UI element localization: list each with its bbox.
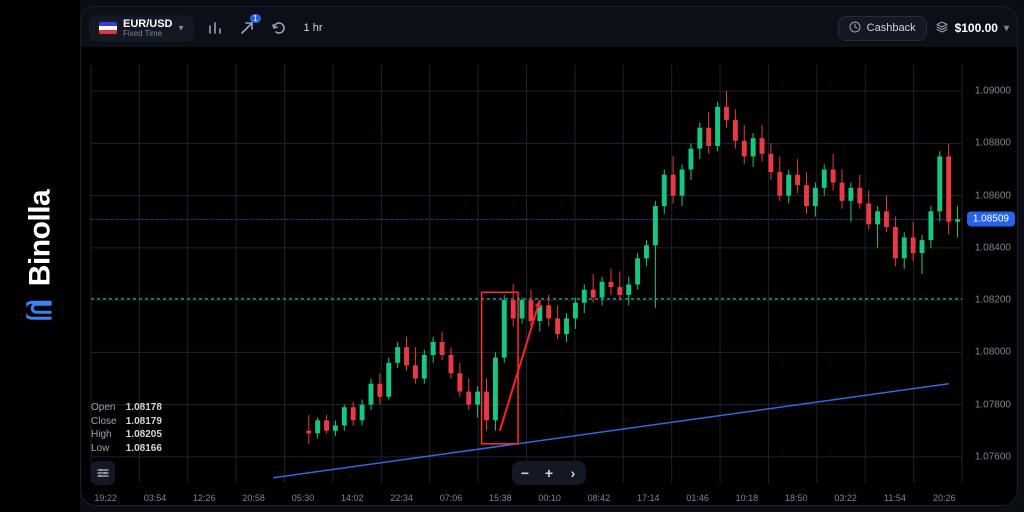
x-tick-label: 15:38 xyxy=(476,493,525,503)
balance-display[interactable]: $100.00 ▾ xyxy=(935,20,1009,37)
x-tick-label: 12:26 xyxy=(180,493,229,503)
layers-icon xyxy=(935,20,949,37)
y-tick-label: 1.07800 xyxy=(975,399,1011,410)
ohlc-readout: Open 1.08178 Close 1.08179 High 1.08205 … xyxy=(91,401,162,455)
refresh-icon[interactable] xyxy=(268,17,290,39)
balance-value: $100.00 xyxy=(955,21,998,35)
x-tick-label: 03:54 xyxy=(130,493,179,503)
x-tick-label: 01:46 xyxy=(673,493,722,503)
y-tick-label: 1.07600 xyxy=(975,451,1011,462)
x-tick-label: 14:02 xyxy=(328,493,377,503)
y-tick-label: 1.08200 xyxy=(975,295,1011,306)
current-price-tag: 1.08509 xyxy=(967,212,1015,227)
zoom-controls: − + › xyxy=(512,461,586,485)
zoom-out-button[interactable]: − xyxy=(515,464,535,482)
x-tick-label: 22:34 xyxy=(377,493,426,503)
flag-icon xyxy=(99,22,117,34)
chevron-down-icon: ▾ xyxy=(1004,23,1009,34)
x-tick-label: 03:22 xyxy=(821,493,870,503)
y-tick-label: 1.09000 xyxy=(975,86,1011,97)
x-tick-label: 10:18 xyxy=(722,493,771,503)
x-tick-label: 20:26 xyxy=(920,493,969,503)
cashback-button[interactable]: Cashback xyxy=(838,16,927,41)
brand-logo-icon xyxy=(26,294,54,322)
instrument-picker[interactable]: EUR/USD Fixed Time ▾ xyxy=(89,15,194,42)
timeframe-select[interactable]: 1 hr xyxy=(300,22,327,34)
x-tick-label: 19:22 xyxy=(81,493,130,503)
x-tick-label: 18:50 xyxy=(772,493,821,503)
chart-panel: EUR/USD Fixed Time ▾ 1 hr Ca xyxy=(80,6,1018,506)
x-tick-label: 05:30 xyxy=(278,493,327,503)
cashback-label: Cashback xyxy=(867,22,916,34)
chart-area[interactable]: 1.09000 1.08800 1.08600 1.08509 1.08400 1.082… xyxy=(81,47,1017,505)
x-tick-label: 00:10 xyxy=(525,493,574,503)
y-tick-label: 1.08000 xyxy=(975,347,1011,358)
candlestick-chart[interactable] xyxy=(81,47,1017,505)
brand-name: Binolla xyxy=(23,190,57,287)
indicators-icon[interactable] xyxy=(204,17,226,39)
zoom-in-button[interactable]: + xyxy=(539,464,559,482)
topbar: EUR/USD Fixed Time ▾ 1 hr Ca xyxy=(89,13,1009,43)
x-axis-labels: 19:2203:5412:2620:5805:3014:0222:3407:06… xyxy=(81,493,969,503)
zoom-next-button[interactable]: › xyxy=(563,464,583,482)
y-tick-label: 1.08600 xyxy=(975,190,1011,201)
x-tick-label: 11:54 xyxy=(870,493,919,503)
drawings-icon[interactable] xyxy=(236,17,258,39)
instrument-sub: Fixed Time xyxy=(123,30,173,38)
y-tick-label: 1.08800 xyxy=(975,138,1011,149)
gift-icon xyxy=(849,21,861,36)
x-tick-label: 08:42 xyxy=(574,493,623,503)
x-tick-label: 20:58 xyxy=(229,493,278,503)
x-tick-label: 17:14 xyxy=(624,493,673,503)
instrument-name: EUR/USD xyxy=(123,19,173,30)
brand-rail: Binolla xyxy=(0,0,80,512)
chevron-down-icon: ▾ xyxy=(179,23,184,34)
x-tick-label: 07:06 xyxy=(426,493,475,503)
chart-settings-button[interactable] xyxy=(91,461,115,485)
y-tick-label: 1.08400 xyxy=(975,242,1011,253)
